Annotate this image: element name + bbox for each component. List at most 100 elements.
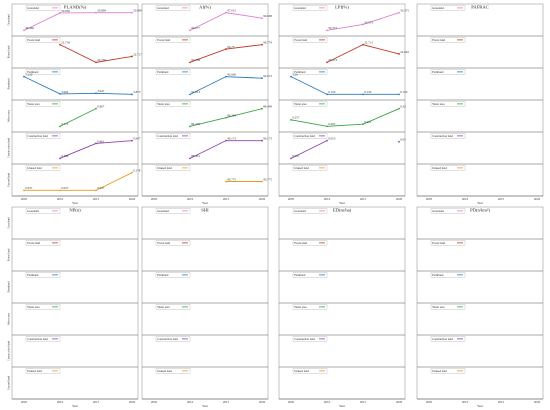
row-label: Forest land [8,45,11,58]
panel-title: AI(%) [199,5,211,10]
data-label: 0.159 [364,90,372,94]
data-label: 96.774 [263,41,272,45]
x-axis-label: Year [72,201,79,205]
series-line [189,44,263,63]
legend-label: Construction land [157,134,178,138]
legend-box [430,208,466,214]
legend-box [25,101,61,107]
series-point [23,29,25,32]
data-label: 91.913 [191,90,200,94]
x-tick-label: 2010 [462,197,469,201]
data-label: 3.947 [97,89,105,93]
x-tick-label: 2015 [93,197,100,201]
series-line [189,76,263,95]
data-label: 0.007 [292,154,300,158]
series-point [225,116,227,119]
series-point [23,75,25,78]
x-axis-label: Year [202,201,209,205]
row-label: Water area [8,312,11,325]
series-point [362,43,364,46]
legend-label: Farmland [432,70,444,74]
data-label: 22.706 [97,58,106,62]
legend-label: Grassland [432,6,444,10]
legend-box [155,368,191,374]
series-point [225,11,227,14]
panel-title: PLAND(%) [64,5,87,10]
series-point [398,140,400,143]
legend-label: Construction land [294,134,315,138]
legend-box [292,336,328,342]
series-point [59,93,61,95]
row-label: Farmland [8,281,11,292]
series-line [290,108,400,127]
legend-box [430,368,466,374]
x-tick-label: 2010 [324,400,331,404]
series-point [290,157,292,160]
data-label: 50.899 [97,9,106,13]
data-label: 96.908 [263,14,272,18]
legend-label: Water area [27,102,40,106]
legend-label: Grassland [294,209,306,213]
data-label: 97.012 [227,9,236,13]
legend-box [430,240,466,246]
data-label: 88.401 [191,154,200,158]
series-point [326,139,328,142]
data-label: 96.677 [191,26,200,30]
x-axis-label: Year [477,201,484,205]
data-label: 0.053 [328,137,336,141]
series-line [189,12,263,31]
legend-label: Farmland [27,70,39,74]
row-label: Grassland [8,14,11,26]
legend-box [292,304,328,310]
legend-label: Grassland [294,6,306,10]
panel-title: ED(m/ha) [333,208,352,213]
legend-label: Forest land [27,38,40,42]
legend-box [25,69,61,75]
row-label: Construction land [8,137,11,158]
series-point [131,139,133,142]
legend-label: Forest land [27,241,40,245]
legend-box [155,165,191,171]
series-point [261,77,263,80]
row-label: Construction land [8,340,11,361]
data-label: 0.221 [364,120,372,124]
x-tick-label: 2015 [498,197,505,201]
legend-box [430,5,466,11]
x-tick-label: 2010 [57,197,64,201]
series-line [291,141,399,159]
data-label: 0.807 [97,105,105,109]
series-line [24,172,133,191]
series-point [398,11,400,14]
legend-label: Forest land [294,241,307,245]
series-point [326,61,328,64]
legend-label: Water area [294,102,307,106]
series-line [23,76,133,95]
legend-box [155,69,191,75]
series-point [189,125,191,128]
data-label: 0.947 [133,137,141,141]
data-label: 46.466 [25,26,34,30]
x-tick-label: 2020 [396,400,403,404]
data-label: 0.178 [133,169,141,173]
data-label: 0.35 [400,105,406,109]
x-tick-label: 2020 [396,197,403,201]
x-tick-label: 2005 [426,400,433,404]
x-tick-label: 2005 [151,197,158,201]
legend-box [155,304,191,310]
x-tick-label: 2015 [223,197,230,201]
legend-label: Grassland [27,6,39,10]
row-label: Water area [8,109,11,122]
series-point [362,93,364,96]
legend-label: Farmland [294,273,306,277]
data-label: 96.77 [227,45,235,49]
x-tick-label: 2015 [360,400,367,404]
legend-box [430,69,466,75]
series-point [261,139,263,142]
panel-title: LPI(%) [335,5,349,10]
legend-label: Farmland [432,273,444,277]
series-line [59,44,133,63]
series-line [23,12,132,31]
x-tick-label: 2015 [360,197,367,201]
x-tick-label: 2005 [288,197,295,201]
data-label: 0.037 [25,186,33,190]
